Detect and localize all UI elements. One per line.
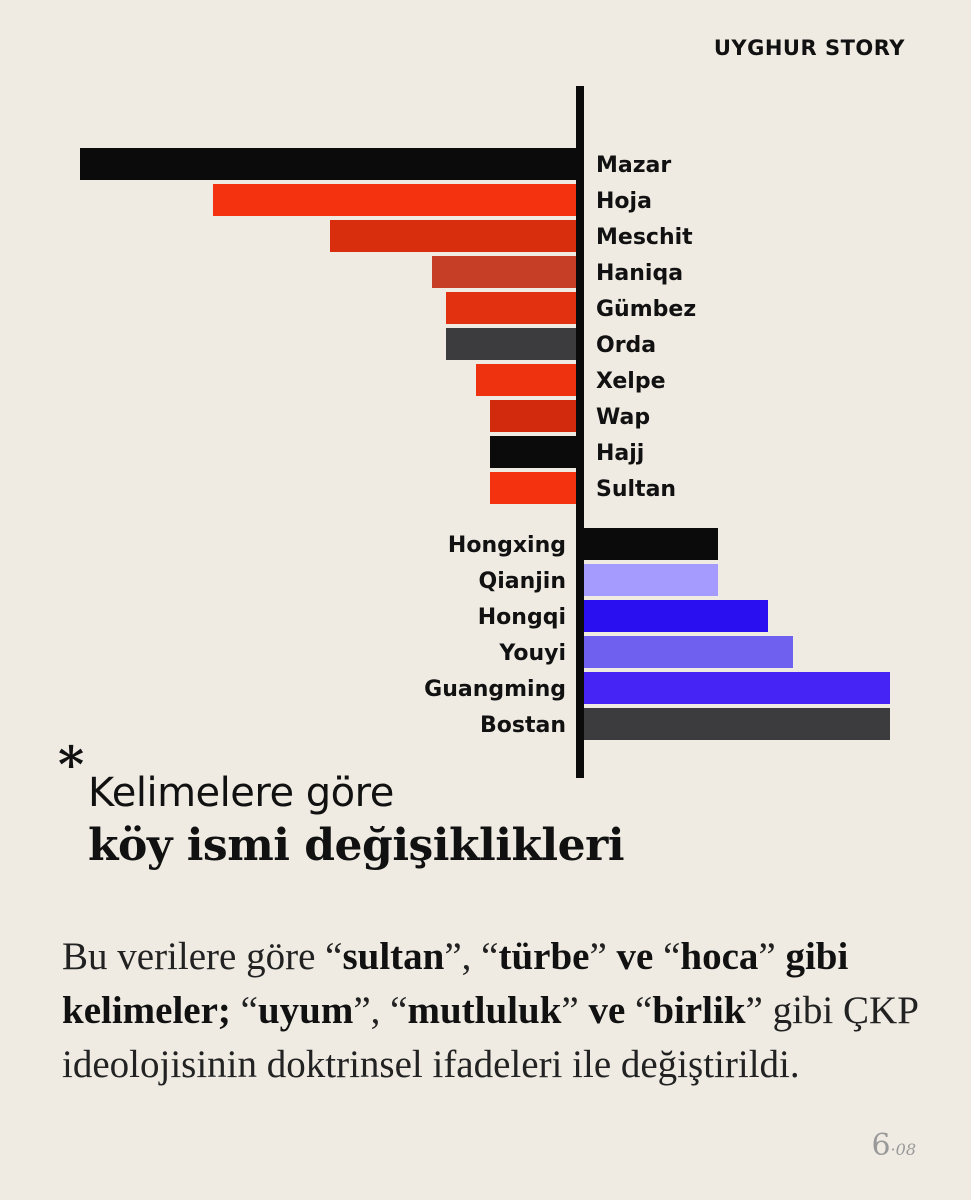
- label-added-youyi: Youyi: [498, 641, 566, 666]
- label-added-hongxing: Hongxing: [448, 533, 566, 558]
- bar-added-bostan: [584, 708, 890, 740]
- village-name-chart: Mazar Hoja Meschit Haniqa Gümbez Orda Xelpe Wap…: [80, 86, 890, 778]
- bar-added-hongqi: [584, 600, 768, 632]
- label-removed-mazar: Mazar: [596, 153, 671, 178]
- headline-line-2: köy ismi değişiklikleri: [88, 820, 625, 871]
- bar-removed-xelpe: [476, 364, 576, 396]
- bar-added-hongxing: [584, 528, 718, 560]
- bar-removed-gümbez: [446, 292, 576, 324]
- label-removed-haniqa: Haniqa: [596, 261, 683, 286]
- bar-removed-haniqa: [432, 256, 576, 288]
- bar-removed-hajj: [490, 436, 576, 468]
- label-removed-wap: Wap: [596, 405, 650, 430]
- body-paragraph: Bu verilere göre “sultan”, “türbe” ve “h…: [62, 935, 918, 1086]
- bar-added-guangming: [584, 672, 890, 704]
- label-removed-sultan: Sultan: [596, 477, 676, 502]
- bar-added-qianjin: [584, 564, 718, 596]
- label-removed-orda: Orda: [596, 333, 656, 358]
- asterisk-icon: *: [58, 735, 85, 794]
- label-added-hongqi: Hongqi: [478, 605, 566, 630]
- label-removed-meschit: Meschit: [596, 225, 693, 250]
- bar-removed-sultan: [490, 472, 576, 504]
- bar-removed-mazar: [80, 148, 576, 180]
- headline-line-1: Kelimelere göre: [88, 770, 394, 816]
- page-number: 6·08: [871, 1128, 916, 1163]
- label-removed-xelpe: Xelpe: [596, 369, 666, 394]
- bar-removed-orda: [446, 328, 576, 360]
- bar-removed-meschit: [330, 220, 576, 252]
- label-added-bostan: Bostan: [480, 713, 566, 738]
- label-added-qianjin: Qianjin: [479, 569, 567, 594]
- bar-added-youyi: [584, 636, 793, 668]
- label-removed-hoja: Hoja: [596, 189, 652, 214]
- label-removed-hajj: Hajj: [596, 441, 644, 466]
- label-added-guangming: Guangming: [424, 677, 566, 702]
- bar-removed-hoja: [213, 184, 576, 216]
- label-removed-gümbez: Gümbez: [596, 297, 696, 322]
- bar-removed-wap: [490, 400, 576, 432]
- brand-label: UYGHUR STORY: [713, 36, 905, 60]
